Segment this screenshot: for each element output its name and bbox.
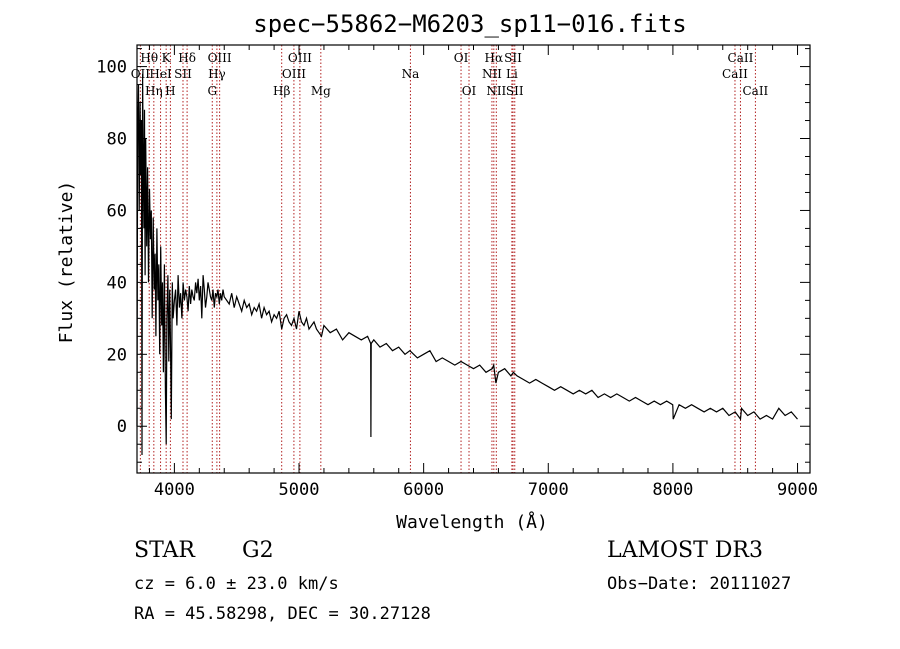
survey-name: LAMOST DR3 <box>607 538 763 563</box>
line-marker-label: OI <box>462 84 477 98</box>
line-marker-label: OII <box>131 67 151 81</box>
y-tick-label: 60 <box>107 201 127 221</box>
line-marker-label: OIII <box>288 51 312 65</box>
y-tick-label: 80 <box>107 130 127 150</box>
object-class: STAR <box>134 538 195 563</box>
coordinates-readout: RA = 45.58298, DEC = 30.27128 <box>134 604 431 624</box>
line-marker-label: SII <box>506 84 524 98</box>
line-marker-label: SII <box>504 51 522 65</box>
line-marker-label: H <box>165 84 175 98</box>
line-marker-label: Hγ <box>208 67 226 81</box>
line-marker-label: SII <box>174 67 192 81</box>
observation-date: Obs−Date: 20111027 <box>607 574 792 594</box>
line-marker-label: Li <box>506 67 518 81</box>
object-subclass: G2 <box>242 538 274 563</box>
y-tick-label: 100 <box>96 58 127 78</box>
y-tick-label: 40 <box>107 273 127 293</box>
spectrum-line <box>136 73 798 456</box>
line-marker-label: CaII <box>742 84 768 98</box>
y-tick-label: 0 <box>117 417 127 437</box>
line-marker-label: NII <box>486 84 506 98</box>
line-marker-label: OIII <box>282 67 306 81</box>
line-marker-label: Na <box>402 67 420 81</box>
line-marker-label: OI <box>454 51 469 65</box>
line-marker-label: Mg <box>311 84 331 98</box>
line-marker-label: K <box>162 51 172 65</box>
x-axis-label: Wavelength (Å) <box>396 511 548 533</box>
chart-title: spec−55862−M6203_sp11−016.fits <box>253 10 687 38</box>
y-axis-label: Flux (relative) <box>56 181 77 344</box>
line-marker-label: Hδ <box>178 51 196 65</box>
x-tick-label: 6000 <box>403 480 444 500</box>
line-marker-labels: OII Hθ Hη HeI K H SII Hδ G Hγ OIII Hβ OIII OIII Mg Na OI… <box>131 51 769 98</box>
axes: 4000 5000 6000 7000 8000 9000 0 20 40 60 80 100 <box>96 44 818 500</box>
line-marker-label: Hβ <box>273 84 290 98</box>
line-marker-label: OIII <box>208 51 232 65</box>
line-marker-label: G <box>207 84 217 98</box>
y-tick-label: 20 <box>107 345 127 365</box>
x-tick-label: 4000 <box>154 480 195 500</box>
line-marker-label: HeI <box>149 67 172 81</box>
x-tick-label: 8000 <box>652 480 693 500</box>
line-marker-label: CaII <box>728 51 754 65</box>
line-marker-label: NII <box>482 67 502 81</box>
line-markers <box>139 45 756 473</box>
line-marker-label: CaII <box>722 67 748 81</box>
redshift-readout: cz = 6.0 ± 23.0 km/s <box>134 574 339 594</box>
line-marker-label: Hη <box>145 84 163 98</box>
x-tick-label: 9000 <box>777 480 818 500</box>
x-tick-label: 7000 <box>528 480 569 500</box>
line-marker-label: Hθ <box>140 51 158 65</box>
x-tick-label: 5000 <box>279 480 320 500</box>
line-marker-label: Hα <box>485 51 504 65</box>
